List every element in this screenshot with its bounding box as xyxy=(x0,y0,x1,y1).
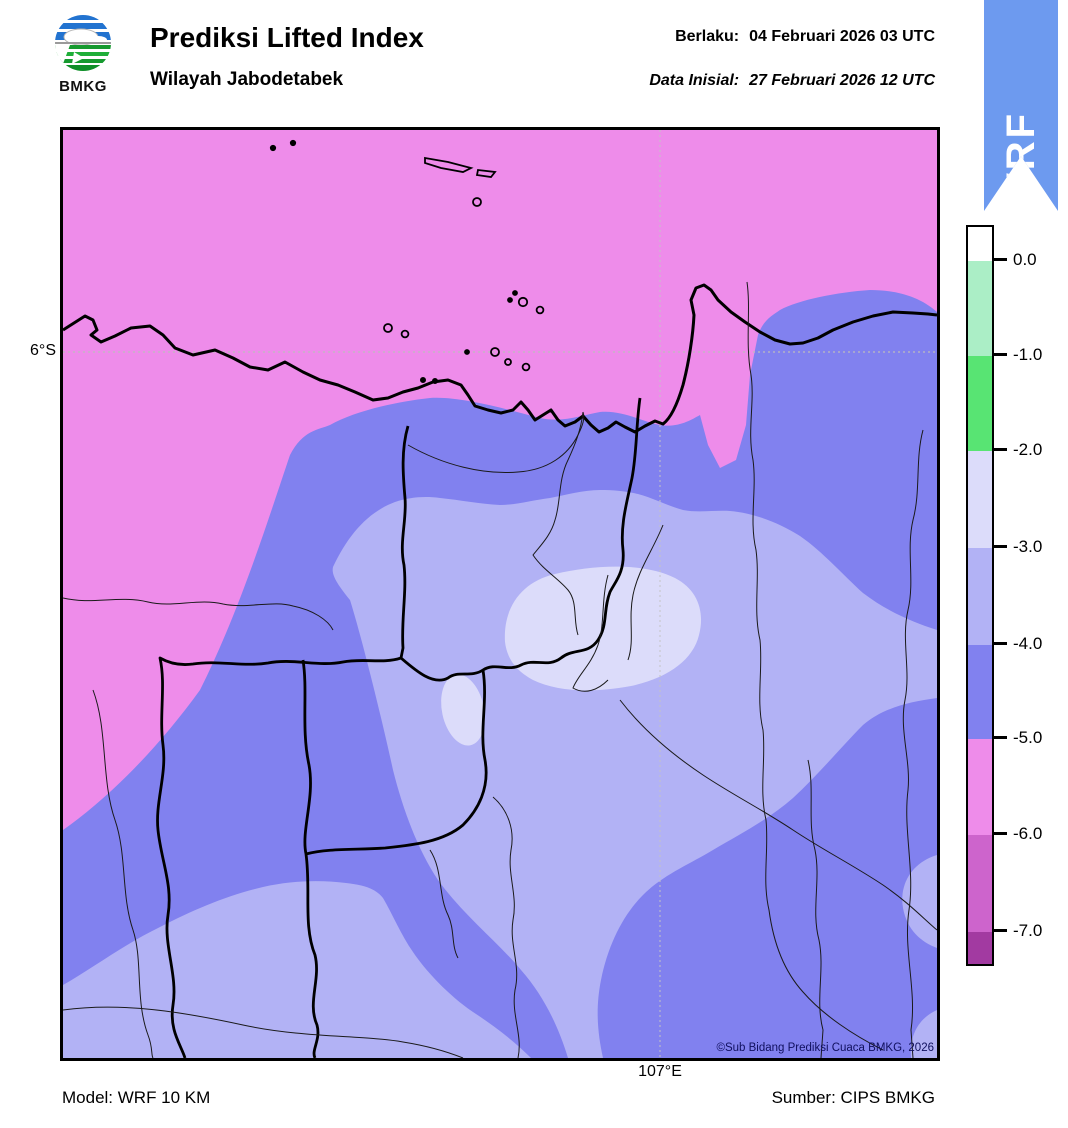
colorbar-segment xyxy=(968,548,992,645)
colorbar-segment xyxy=(968,835,992,932)
bmkg-logo: BMKG xyxy=(50,14,116,95)
lat-tick-label: 6°S xyxy=(30,342,56,359)
colorbar-tick xyxy=(994,353,1007,356)
colorbar-tick-label: -7.0 xyxy=(1013,921,1043,940)
contour-periwinkle-corner-patch xyxy=(910,1010,937,1058)
page-subtitle: Wilayah Jabodetabek xyxy=(150,69,344,90)
valid-time-label: Berlaku: xyxy=(675,28,740,45)
bmkg-logo-icon xyxy=(55,15,111,71)
colorbar-tick-label: -6.0 xyxy=(1013,824,1043,843)
map-copyright: ©Sub Bidang Prediksi Cuaca BMKG, 2026 xyxy=(716,1042,934,1054)
initial-time-value: 27 Februari 2026 12 UTC xyxy=(749,72,935,89)
colorbar-segment xyxy=(968,932,992,964)
initial-time: Data Inisial: 27 Februari 2026 12 UTC xyxy=(649,72,935,90)
colorbar-segment xyxy=(968,261,992,356)
footer-model-label: Model: WRF 10 KM xyxy=(62,1088,211,1107)
contour-periwinkle-central xyxy=(332,490,937,1058)
contour-periwinkle-southwest-wedge xyxy=(63,881,531,1058)
colorbar-segment xyxy=(968,356,992,451)
regency-boundaries xyxy=(63,281,937,1058)
contour-lavender-small xyxy=(441,674,485,746)
colorbar-segment xyxy=(968,451,992,548)
wrf-ribbon: WRF xyxy=(984,0,1058,211)
lon-tick-label: 107°E xyxy=(638,1063,682,1080)
initial-time-label: Data Inisial: xyxy=(649,72,740,89)
colorbar-tick-label: -3.0 xyxy=(1013,537,1043,556)
colorbar-tick xyxy=(994,832,1007,835)
map-frame: ©Sub Bidang Prediksi Cuaca BMKG, 2026 xyxy=(60,127,940,1061)
valid-time-value: 04 Februari 2026 03 UTC xyxy=(749,28,935,45)
colorbar xyxy=(966,225,994,966)
colorbar-tick xyxy=(994,736,1007,739)
colorbar-tick-label: -4.0 xyxy=(1013,634,1043,653)
coastline xyxy=(63,283,937,434)
colorbar-segment xyxy=(968,227,992,261)
colorbar-tick-label: -5.0 xyxy=(1013,728,1043,747)
colorbar-tick xyxy=(994,929,1007,932)
colorbar-tick xyxy=(994,448,1007,451)
valid-time: Berlaku: 04 Februari 2026 03 UTC xyxy=(675,28,935,46)
bmkg-logo-label: BMKG xyxy=(59,78,107,95)
colorbar-segment xyxy=(968,739,992,835)
page-title: Prediksi Lifted Index xyxy=(150,22,424,53)
colorbar-tick-label: 0.0 xyxy=(1013,250,1037,269)
province-boundaries xyxy=(156,397,642,1058)
forecast-map xyxy=(63,130,937,1058)
footer-source-label: Sumber: CIPS BMKG xyxy=(771,1088,935,1107)
islands xyxy=(269,139,545,384)
colorbar-tick xyxy=(994,258,1007,261)
wrf-ribbon-label: WRF xyxy=(998,110,1043,211)
colorbar-tick-label: -2.0 xyxy=(1013,440,1043,459)
colorbar-tick xyxy=(994,545,1007,548)
colorbar-segment xyxy=(968,645,992,739)
colorbar-tick xyxy=(994,642,1007,645)
colorbar-tick-label: -1.0 xyxy=(1013,345,1043,364)
